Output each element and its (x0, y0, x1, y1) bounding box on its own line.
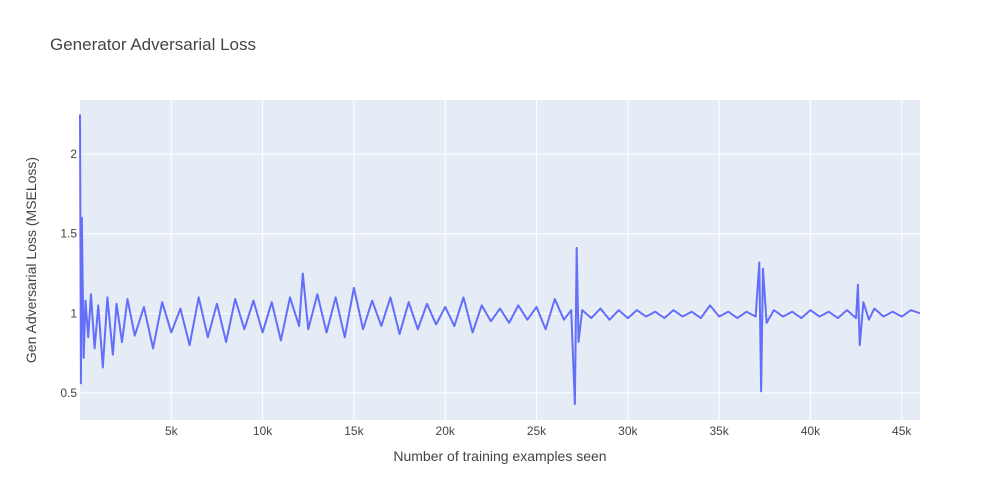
y-axis-title: Gen Adversarial Loss (MSELoss) (23, 157, 39, 363)
x-tick-label-3: 20k (436, 424, 456, 438)
x-tick-label-6: 35k (709, 424, 729, 438)
tick-labels: 5k 10k 15k 20k 25k 30k 35k 40k 45k 0.5 1 1.5 2 (60, 147, 912, 438)
y-tick-label-2: 1.5 (60, 227, 77, 241)
x-tick-label-8: 45k (892, 424, 912, 438)
x-tick-label-5: 30k (618, 424, 638, 438)
chart-title: Generator Adversarial Loss (50, 35, 256, 54)
x-tick-label-0: 5k (165, 424, 179, 438)
x-tick-label-1: 10k (253, 424, 273, 438)
x-tick-label-4: 25k (527, 424, 547, 438)
x-tick-label-7: 40k (801, 424, 821, 438)
x-tick-label-2: 15k (344, 424, 364, 438)
x-axis-title: Number of training examples seen (393, 448, 606, 464)
series-layer (79, 114, 921, 406)
y-tick-label-3: 2 (70, 147, 77, 161)
y-tick-label-1: 1 (70, 306, 77, 320)
series-line-0 (79, 114, 921, 406)
plot-area (80, 100, 920, 420)
y-tick-label-0: 0.5 (60, 386, 77, 400)
